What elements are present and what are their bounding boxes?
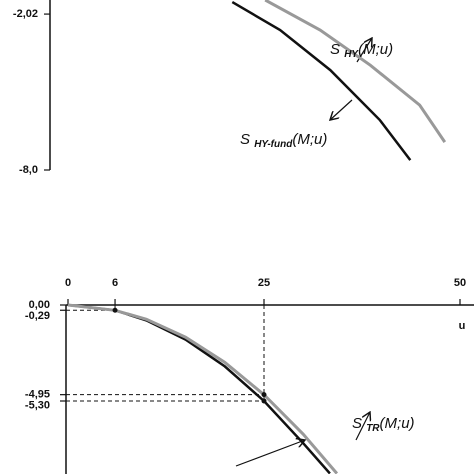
point xyxy=(261,392,267,398)
x-axis-label: u xyxy=(459,320,466,332)
curve xyxy=(264,0,447,143)
annotation: S HY(M;u) xyxy=(330,41,393,60)
annotation-arg: (M;u) xyxy=(380,415,415,432)
point xyxy=(261,398,267,404)
x-tick-label: 0 xyxy=(65,277,71,289)
arrow xyxy=(355,412,370,441)
annotation-sub: HY xyxy=(344,49,359,60)
point xyxy=(112,307,118,313)
y-tick-label: 0,00 xyxy=(29,299,50,311)
annotation-sub: HY-fund xyxy=(254,139,293,150)
annotation: S TR(M;u) xyxy=(352,415,415,434)
y-tick-label: -8,0 xyxy=(19,164,38,176)
arrow xyxy=(235,440,305,467)
y-tick-label: -5,30 xyxy=(25,400,50,412)
annotation-arg: (M;u) xyxy=(292,131,327,148)
x-tick-label: 25 xyxy=(258,277,270,289)
annotation-main: S xyxy=(330,41,344,58)
y-tick-label: -0,29 xyxy=(25,310,50,322)
x-tick-label: 6 xyxy=(112,277,118,289)
curve xyxy=(231,1,412,161)
y-tick-label: -4,95 xyxy=(25,389,50,401)
y-tick-label: -2,02 xyxy=(13,8,38,20)
curve xyxy=(67,303,339,474)
annotation: S HY-fund(M;u) xyxy=(240,131,327,150)
annotation-sub: TR xyxy=(366,423,380,434)
x-tick-label: 50 xyxy=(454,277,466,289)
annotation-main: S xyxy=(240,131,254,148)
curve xyxy=(67,303,331,474)
annotation-main: S xyxy=(352,415,366,432)
arrow xyxy=(330,99,353,120)
annotation-arg: (M;u) xyxy=(358,41,393,58)
